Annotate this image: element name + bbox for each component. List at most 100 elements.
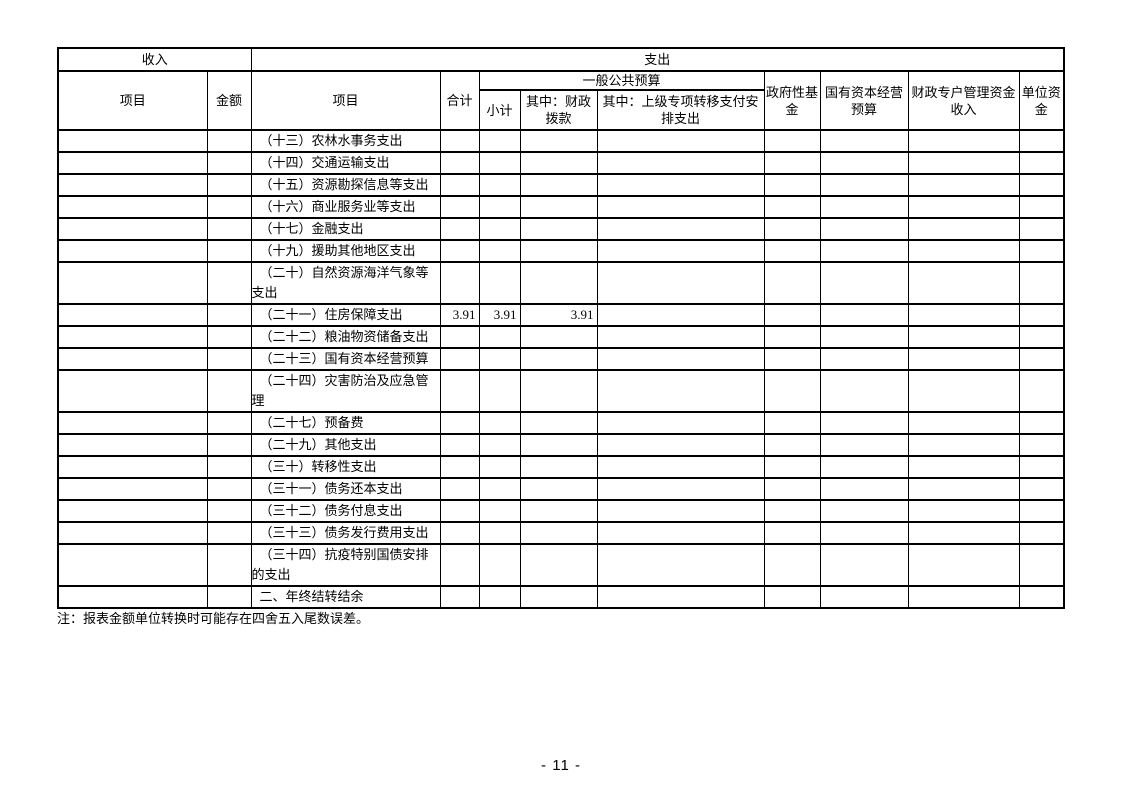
total-cell [439,521,480,545]
header-expense: 支出 [250,47,1065,72]
fiscal-appropriation-cell [519,325,598,349]
unit-fund-cell [1018,455,1065,479]
superior-transfer-cell [596,521,765,545]
subtotal-cell [478,433,521,457]
unit-fund-cell [1018,347,1065,371]
expense-item-cell: （二十一）住房保障支出 [250,303,441,327]
superior-transfer-cell [596,129,765,153]
fiscal-appropriation-cell [519,411,598,435]
superior-transfer-cell [596,151,765,175]
income-item-cell [57,433,208,457]
unit-fund-cell [1018,411,1065,435]
expense-item-cell: （二十九）其他支出 [250,433,441,457]
unit-fund-cell [1018,585,1065,609]
expense-item-cell: （十九）援助其他地区支出 [250,239,441,263]
fiscal-appropriation-cell [519,499,598,523]
income-amount-cell [206,195,252,219]
superior-transfer-cell [596,543,765,587]
state-capital-cell [819,195,909,219]
subtotal-cell [478,195,521,219]
expense-item-cell: （三十四）抗疫特别国债安排的支出 [250,543,441,587]
subtotal-cell [478,173,521,197]
government-fund-cell [763,239,821,263]
total-cell [439,347,480,371]
unit-fund-cell [1018,129,1065,153]
total-cell [439,261,480,305]
table-row: （二十）自然资源海洋气象等支出 [57,261,1065,305]
income-item-cell [57,521,208,545]
table-row: （十四）交通运输支出 [57,151,1065,175]
table-row: （十五）资源勘探信息等支出 [57,173,1065,197]
unit-fund-cell [1018,369,1065,413]
unit-fund-cell [1018,173,1065,197]
state-capital-cell [819,543,909,587]
state-capital-cell [819,369,909,413]
subtotal-cell [478,217,521,241]
government-fund-cell [763,173,821,197]
expense-item-cell: （二十二）粮油物资储备支出 [250,325,441,349]
state-capital-cell [819,477,909,501]
state-capital-cell [819,521,909,545]
special-account-cell [907,585,1020,609]
income-item-cell [57,303,208,327]
superior-transfer-cell [596,411,765,435]
fiscal-appropriation-cell [519,173,598,197]
fiscal-appropriation-cell [519,433,598,457]
expense-item-cell: （十七）金融支出 [250,217,441,241]
header-item-income: 项目 [57,70,208,131]
income-amount-cell [206,325,252,349]
government-fund-cell [763,151,821,175]
income-amount-cell [206,129,252,153]
special-account-cell [907,455,1020,479]
expense-item-cell: （十五）资源勘探信息等支出 [250,173,441,197]
income-item-cell [57,325,208,349]
superior-transfer-cell [596,303,765,327]
income-item-cell [57,173,208,197]
income-item-cell [57,543,208,587]
subtotal-cell [478,543,521,587]
special-account-cell [907,217,1020,241]
fiscal-appropriation-cell [519,239,598,263]
table-row: （二十二）粮油物资储备支出 [57,325,1065,349]
expense-item-cell: （三十）转移性支出 [250,455,441,479]
income-amount-cell [206,151,252,175]
subtotal-cell [478,477,521,501]
superior-transfer-cell [596,217,765,241]
income-item-cell [57,151,208,175]
fiscal-appropriation-cell [519,261,598,305]
government-fund-cell [763,521,821,545]
table-row: （三十）转移性支出 [57,455,1065,479]
state-capital-cell [819,217,909,241]
fiscal-appropriation-cell [519,543,598,587]
government-fund-cell [763,585,821,609]
government-fund-cell [763,347,821,371]
superior-transfer-cell [596,585,765,609]
total-cell [439,129,480,153]
subtotal-cell [478,499,521,523]
fiscal-appropriation-cell [519,151,598,175]
fiscal-appropriation-cell [519,129,598,153]
special-account-cell [907,173,1020,197]
fiscal-appropriation-cell [519,195,598,219]
state-capital-cell [819,261,909,305]
special-account-cell [907,499,1020,523]
header-total: 合计 [439,70,480,131]
superior-transfer-cell [596,433,765,457]
income-amount-cell [206,239,252,263]
income-item-cell [57,585,208,609]
income-item-cell [57,347,208,371]
income-amount-cell [206,347,252,371]
special-account-cell [907,521,1020,545]
special-account-cell [907,411,1020,435]
state-capital-cell [819,433,909,457]
income-item-cell [57,369,208,413]
fiscal-appropriation-cell [519,455,598,479]
income-item-cell [57,455,208,479]
government-fund-cell [763,195,821,219]
expense-item-cell: （三十一）债务还本支出 [250,477,441,501]
table-row: （十三）农林水事务支出 [57,129,1065,153]
income-item-cell [57,261,208,305]
page-number: - 11 - [541,757,581,774]
unit-fund-cell [1018,239,1065,263]
